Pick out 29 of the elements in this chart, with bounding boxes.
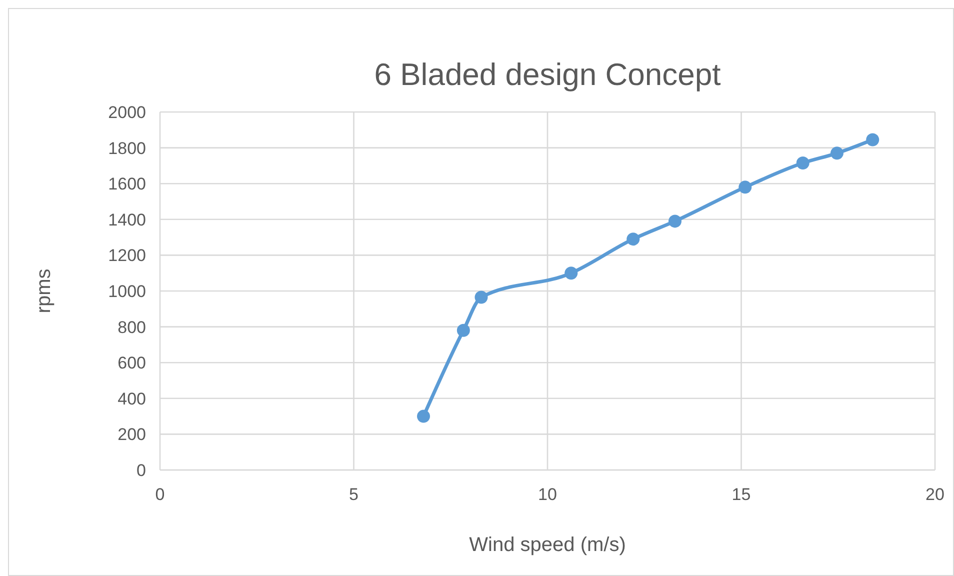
y-axis-title: rpms [33,268,55,314]
point [738,180,752,194]
x-tick-label: 15 [732,485,751,504]
x-tick-label: 20 [926,485,944,504]
x-tick-label: 10 [538,485,557,504]
y-tick-label: 1600 [108,174,146,194]
x-axis-title: Wind speed (m/s) [469,534,626,556]
y-tick-label: 400 [118,389,146,408]
x-tick-label: 0 [155,485,165,504]
point [456,324,470,337]
chart-title: 6 Bladed design Concept [374,57,722,92]
y-tick-label: 800 [118,318,146,337]
point [626,232,640,246]
point [668,214,682,228]
point [417,410,430,423]
y-tick-label: 0 [136,460,146,480]
point [474,290,488,304]
point [796,156,810,170]
point [830,146,844,160]
point [866,133,880,146]
y-tick-label: 600 [118,354,146,373]
y-tick-label: 200 [118,425,146,444]
point [564,266,578,280]
y-tick-label: 1000 [108,282,146,301]
y-tick-label: 1800 [108,138,146,158]
y-tick-label: 2000 [108,102,146,122]
y-tick-label: 1400 [108,210,146,230]
x-tick-label: 5 [349,485,358,504]
y-tick-label: 1200 [108,246,146,266]
